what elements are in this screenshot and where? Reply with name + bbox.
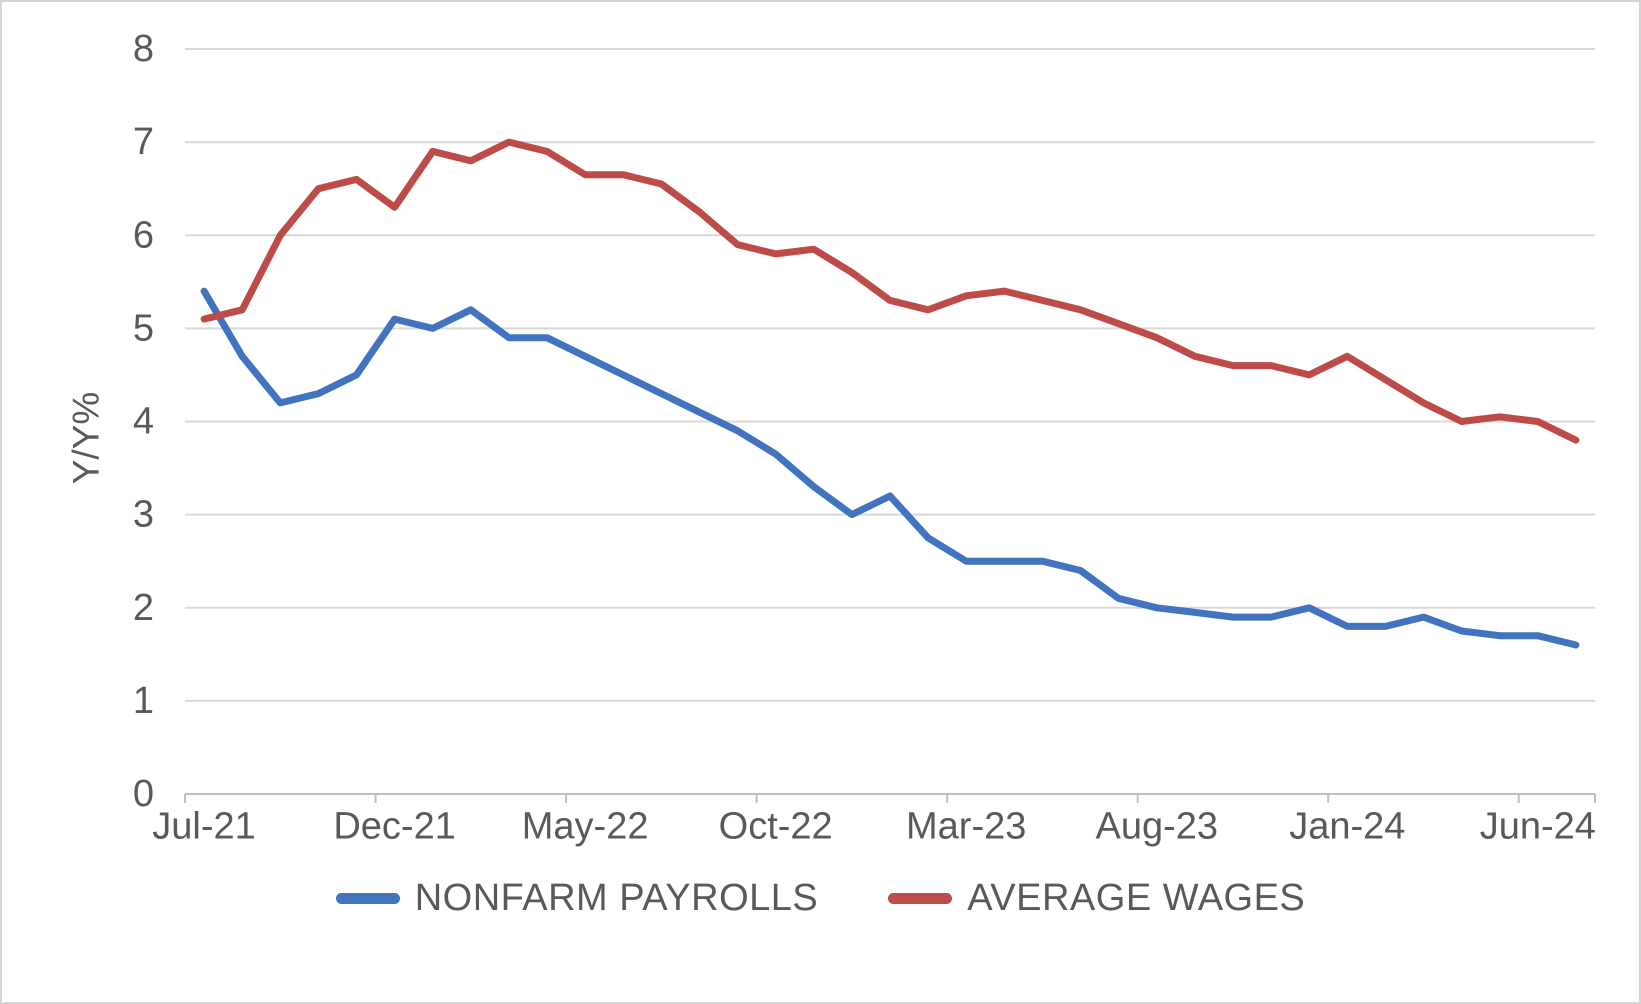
y-axis-title: Y/Y% [65,391,107,485]
y-axis-tick-label: 1 [133,680,154,722]
y-axis-tick-label: 7 [133,121,154,163]
series-line-average-wages [200,138,1580,444]
legend: NONFARM PAYROLLS AVERAGE WAGES [2,877,1639,920]
legend-label-nonfarm-payrolls: NONFARM PAYROLLS [414,877,819,919]
x-axis-tick-label: May-22 [522,805,649,847]
y-axis-tick-label: 0 [133,773,154,815]
x-axis-tick-label: Dec-21 [333,805,456,847]
x-axis-tick-label: Jul-21 [152,805,256,847]
series-line-nonfarm-payrolls [200,287,1580,649]
legend-item-nonfarm-payrolls: NONFARM PAYROLLS [335,877,819,920]
y-axis-tick-label: 8 [133,28,154,70]
y-axis-tick-label: 3 [133,494,154,536]
legend-label-average-wages: AVERAGE WAGES [967,877,1306,919]
x-axis-tick-label: Mar-23 [906,805,1026,847]
legend-swatch-nonfarm-payrolls [335,893,400,904]
x-axis-tick-label: Aug-23 [1095,805,1218,847]
x-axis-tick-label: Oct-22 [719,805,833,847]
legend-item-average-wages: AVERAGE WAGES [888,877,1305,920]
y-axis-tick-label: 2 [133,587,154,629]
y-axis-tick-label: 6 [133,214,154,256]
y-axis-tick-label: 4 [133,401,154,443]
x-axis-tick-label: Jun-24 [1480,805,1596,847]
legend-swatch-average-wages [888,893,953,904]
x-axis-tick-label: Jan-24 [1289,805,1405,847]
y-axis-tick-label: 5 [133,307,154,349]
